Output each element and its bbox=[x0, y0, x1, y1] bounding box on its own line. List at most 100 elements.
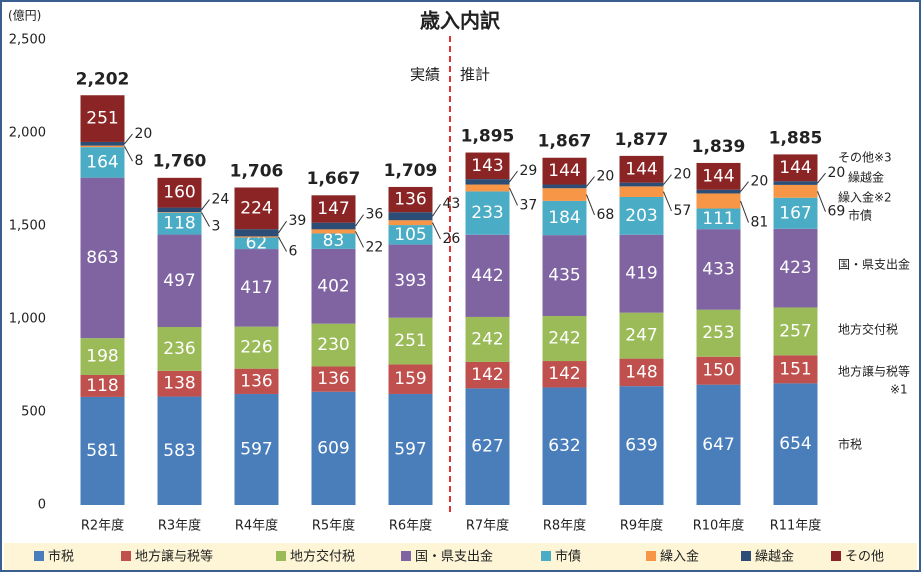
leader-line bbox=[740, 200, 749, 223]
value-label: 419 bbox=[625, 264, 657, 284]
legend-marker bbox=[401, 551, 411, 561]
bar-segment bbox=[619, 358, 664, 387]
value-label: 147 bbox=[317, 199, 349, 219]
total-label: 2,202 bbox=[76, 69, 130, 89]
value-label: 57 bbox=[674, 203, 692, 219]
leader-line bbox=[817, 191, 826, 212]
leader-line bbox=[509, 170, 518, 183]
bar-segment bbox=[696, 229, 741, 310]
value-label: 81 bbox=[751, 215, 769, 231]
bar-segment bbox=[157, 207, 202, 213]
bar-segment bbox=[696, 309, 741, 357]
value-label: 435 bbox=[548, 266, 580, 286]
value-label: 39 bbox=[289, 213, 307, 229]
value-label: 164 bbox=[86, 152, 118, 172]
value-label: 863 bbox=[86, 248, 118, 268]
bar-segment bbox=[157, 177, 202, 208]
bar-segment bbox=[80, 95, 125, 142]
total-label: 1,895 bbox=[461, 127, 515, 147]
legend-marker bbox=[276, 551, 286, 561]
value-label: 37 bbox=[520, 197, 538, 213]
bar-segment bbox=[773, 383, 818, 505]
bar-segment bbox=[388, 212, 433, 221]
bar-segment bbox=[465, 152, 510, 180]
value-label: 433 bbox=[702, 259, 734, 279]
bar-segment bbox=[234, 393, 279, 505]
value-label: 251 bbox=[86, 109, 118, 129]
value-label: 29 bbox=[520, 163, 538, 179]
value-label: 159 bbox=[394, 369, 426, 389]
value-label: 242 bbox=[471, 329, 503, 349]
bar-segment bbox=[542, 184, 587, 189]
value-label: 167 bbox=[779, 203, 811, 223]
leader-line bbox=[586, 176, 595, 187]
bar-segment bbox=[619, 182, 664, 187]
legend-band bbox=[4, 543, 917, 570]
leader-line bbox=[124, 146, 133, 162]
legend-label: 繰入金 bbox=[660, 549, 699, 565]
value-label: 581 bbox=[86, 441, 118, 461]
value-label: 203 bbox=[625, 206, 657, 226]
value-label: 184 bbox=[548, 208, 580, 228]
bar-segment bbox=[465, 191, 510, 235]
leader-line bbox=[278, 236, 287, 252]
bar-segment bbox=[542, 188, 587, 201]
value-label: 142 bbox=[471, 365, 503, 385]
bar-segment bbox=[157, 326, 202, 371]
value-label: 144 bbox=[702, 166, 734, 186]
bar-segment bbox=[80, 145, 125, 148]
bar-segment bbox=[388, 244, 433, 318]
value-label: 20 bbox=[135, 126, 153, 142]
leader-line bbox=[201, 199, 210, 211]
bar-segment bbox=[157, 396, 202, 505]
value-label: 6 bbox=[289, 244, 298, 260]
value-label: 138 bbox=[163, 374, 195, 394]
bar-segment bbox=[542, 235, 587, 317]
x-tick-label: R4年度 bbox=[235, 518, 278, 534]
bar-segment bbox=[465, 234, 510, 317]
chart-title: 歳入内訳 bbox=[420, 9, 501, 33]
value-label: 24 bbox=[212, 192, 230, 208]
y-tick-label: 2,500 bbox=[9, 33, 46, 48]
bar-segment bbox=[619, 312, 664, 359]
bar-segment bbox=[388, 186, 433, 213]
legend-label: 地方交付税 bbox=[290, 549, 355, 565]
bar-segment bbox=[542, 361, 587, 388]
bar-segment bbox=[542, 387, 587, 505]
value-label: 654 bbox=[779, 434, 811, 454]
side-label: 市債 bbox=[848, 208, 872, 223]
value-label: 226 bbox=[240, 338, 272, 358]
legend-label: 市税 bbox=[48, 549, 74, 565]
x-tick-label: R7年度 bbox=[466, 518, 509, 534]
leader-line bbox=[432, 222, 441, 240]
bar-segment bbox=[311, 323, 356, 367]
value-label: 22 bbox=[366, 239, 384, 255]
value-label: 251 bbox=[394, 331, 426, 351]
bar-segment bbox=[388, 364, 433, 394]
bar-segment bbox=[234, 368, 279, 394]
bar-segment bbox=[773, 197, 818, 229]
x-tick-label: R8年度 bbox=[543, 518, 586, 534]
bar-segment bbox=[234, 229, 279, 237]
value-label: 3 bbox=[212, 219, 221, 235]
bar-segment bbox=[465, 184, 510, 192]
side-label: その他※3 bbox=[838, 151, 892, 165]
bar-segment bbox=[80, 177, 125, 339]
bar-segment bbox=[465, 388, 510, 505]
bar-segment bbox=[619, 196, 664, 235]
bar-segment bbox=[542, 157, 587, 185]
bar-segment bbox=[80, 338, 125, 375]
side-label: 地方譲与税等 bbox=[838, 364, 910, 379]
annotation: 推計 bbox=[460, 66, 490, 84]
leader-line bbox=[817, 172, 826, 184]
value-label: 20 bbox=[597, 169, 615, 185]
value-label: 627 bbox=[471, 437, 503, 457]
legend-label: 市債 bbox=[555, 549, 581, 565]
bar-segment bbox=[542, 200, 587, 236]
legend-label: 国・県支出金 bbox=[415, 549, 493, 565]
side-label: 繰入金※2 bbox=[838, 190, 892, 205]
bar-segment bbox=[388, 225, 433, 245]
total-label: 1,867 bbox=[538, 132, 592, 152]
bar-segment bbox=[773, 228, 818, 308]
